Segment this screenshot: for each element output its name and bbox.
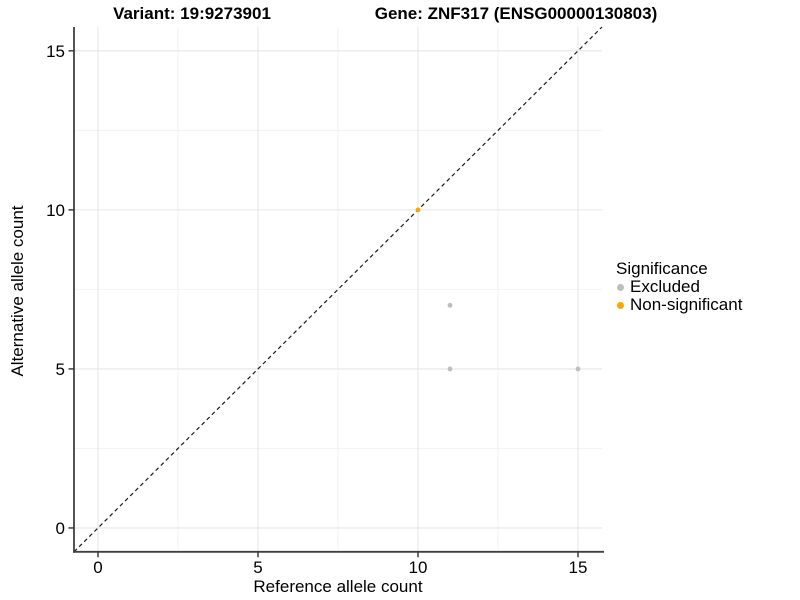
data-point-non-significant xyxy=(415,207,421,213)
legend-item-label: Excluded xyxy=(630,277,700,296)
legend-key-dot xyxy=(617,283,624,291)
plot-title-gene: Gene: ZNF317 (ENSG00000130803) xyxy=(374,4,658,23)
data-point-excluded xyxy=(447,366,453,372)
y-tick-label: 15 xyxy=(46,42,65,61)
legend-items: Excluded Non-significant xyxy=(610,278,742,314)
x-tick-label: 5 xyxy=(253,558,262,577)
y-axis-title: Alternative allele count xyxy=(8,205,27,377)
plot-title-variant: Variant: 19:9273901 xyxy=(113,4,271,23)
x-tick-label: 0 xyxy=(93,558,102,577)
legend-item-non-significant: Non-significant xyxy=(610,296,742,314)
legend-key-dot xyxy=(617,301,624,309)
data-point-excluded xyxy=(447,302,453,308)
data-point-excluded xyxy=(575,366,581,372)
y-tick-label: 10 xyxy=(46,201,65,220)
y-tick-label: 5 xyxy=(56,360,65,379)
x-axis-title: Reference allele count xyxy=(253,577,423,596)
y-tick-label: 0 xyxy=(56,519,65,538)
legend: Significance Excluded Non-significant xyxy=(610,259,742,314)
x-tick-label: 10 xyxy=(409,558,428,577)
legend-item-label: Non-significant xyxy=(630,295,743,314)
legend-title: Significance xyxy=(616,259,708,278)
identity-dashed-line xyxy=(73,26,603,553)
legend-item-excluded: Excluded xyxy=(610,278,742,296)
x-tick-label: 15 xyxy=(569,558,588,577)
